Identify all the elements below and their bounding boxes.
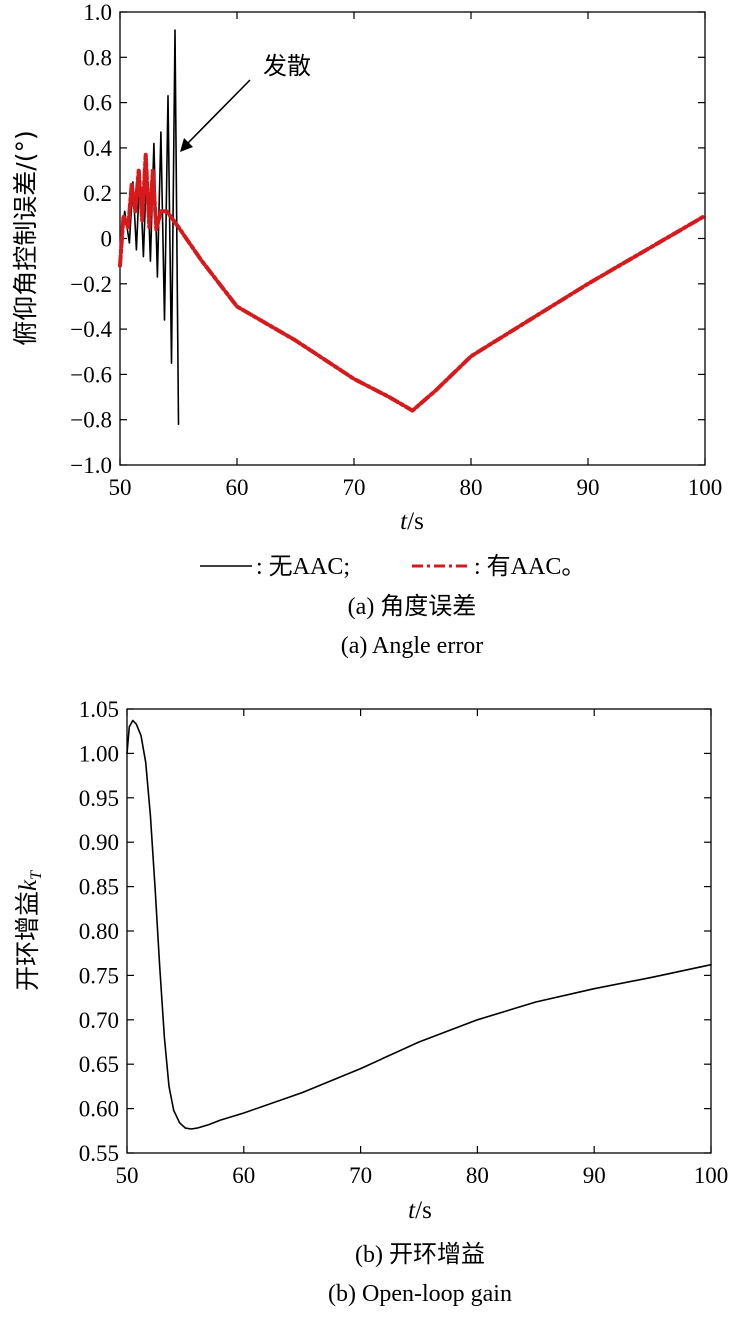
chart-a-annotation: 发散 — [263, 52, 311, 80]
y-tick-label: 0 — [101, 227, 113, 252]
y-tick-label: 0.90 — [79, 830, 119, 855]
series-line-1 — [119, 29, 180, 425]
y-tick-label: 0.70 — [79, 1008, 119, 1033]
chart-a-y-ticks: 1.0 0.8 0.6 0.4 0.2 0 −0.2 −0.4 −0.6 −0.8 −1.0 — [70, 0, 705, 478]
chart-a-series — [118, 29, 707, 425]
y-tick-label: 0.95 — [79, 786, 119, 811]
chart-b-ylabel: 开环增益kT — [13, 870, 45, 991]
legend-label-aac: : 有AAC。 — [474, 553, 585, 580]
chart-a-legend: : 无AAC; : 有AAC。 — [200, 553, 585, 580]
series-line-2 — [118, 152, 707, 413]
y-tick-label: −0.2 — [70, 272, 112, 297]
y-tick-label: −0.6 — [70, 362, 112, 387]
x-tick-label: 70 — [349, 1163, 372, 1188]
y-tick-label: −0.8 — [70, 408, 112, 433]
chart-a-ylabel: 俯仰角控制误差/(°) — [11, 130, 40, 345]
x-tick-label: 50 — [116, 1163, 139, 1188]
x-tick-label: 50 — [109, 475, 132, 500]
series-line-1 — [126, 719, 712, 1130]
chart-b-y-ticks: 1.05 1.00 0.95 0.90 0.85 0.80 0.75 0.70 0.65 0.60… — [79, 697, 711, 1166]
chart-b: 1.05 1.00 0.95 0.90 0.85 0.80 0.75 0.70 0.65 0.60… — [13, 697, 728, 1307]
y-tick-label: 0.80 — [79, 919, 119, 944]
x-tick-label: 80 — [466, 1163, 489, 1188]
y-tick-label: 0.85 — [79, 875, 119, 900]
x-tick-label: 80 — [460, 475, 483, 500]
y-tick-label: −0.4 — [70, 317, 112, 342]
chart-a-caption-cn: (a) 角度误差 — [348, 593, 477, 620]
y-tick-label: −1.0 — [70, 453, 112, 478]
chart-b-frame — [126, 708, 712, 1154]
x-tick-label: 90 — [583, 1163, 606, 1188]
y-tick-label: 0.60 — [79, 1097, 119, 1122]
x-tick-label: 70 — [343, 475, 366, 500]
y-tick-label: 0.2 — [83, 181, 112, 206]
chart-b-caption-en: (b) Open-loop gain — [328, 1281, 512, 1307]
y-tick-label: 1.00 — [79, 741, 119, 766]
x-tick-label: 60 — [226, 475, 249, 500]
chart-b-caption-cn: (b) 开环增益 — [355, 1241, 485, 1268]
chart-a-caption-en: (a) Angle error — [341, 633, 484, 659]
chart-a-xlabel: t/s — [400, 508, 424, 535]
y-tick-label: 0.6 — [83, 91, 112, 116]
y-tick-label: 0.4 — [83, 136, 112, 161]
chart-a-x-ticks: 50 60 70 80 90 100 — [109, 12, 723, 500]
chart-b-xlabel: t/s — [408, 1197, 432, 1224]
x-tick-label: 60 — [232, 1163, 255, 1188]
chart-b-x-ticks: 50 60 70 80 90 100 — [116, 709, 729, 1188]
x-tick-label: 100 — [688, 475, 723, 500]
x-tick-label: 90 — [577, 475, 600, 500]
y-tick-label: 0.75 — [79, 963, 119, 988]
y-tick-label: 0.55 — [79, 1141, 119, 1166]
y-tick-label: 0.8 — [83, 45, 112, 70]
y-tick-label: 1.05 — [79, 697, 119, 722]
y-tick-label: 1.0 — [83, 0, 112, 25]
x-tick-label: 100 — [694, 1163, 729, 1188]
chart-b-series — [126, 719, 712, 1130]
chart-a: 1.0 0.8 0.6 0.4 0.2 0 −0.2 −0.4 −0.6 −0.8 −1.0 50 6… — [11, 0, 722, 659]
legend-label-no-aac: : 无AAC; — [256, 554, 350, 580]
annotation-arrow — [180, 79, 251, 152]
chart-a-frame — [119, 11, 706, 466]
y-tick-label: 0.65 — [79, 1052, 119, 1077]
